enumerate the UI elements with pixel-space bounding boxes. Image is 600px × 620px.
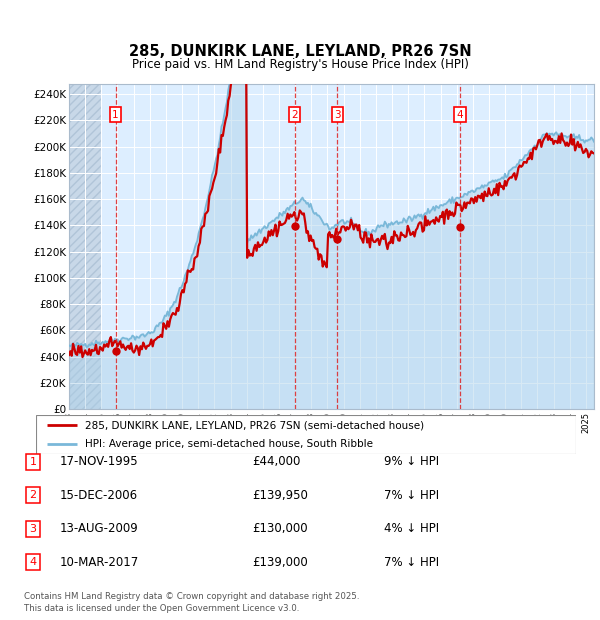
Text: 7% ↓ HPI: 7% ↓ HPI: [384, 556, 439, 569]
Text: 15-DEC-2006: 15-DEC-2006: [60, 489, 138, 502]
Text: 13-AUG-2009: 13-AUG-2009: [60, 523, 139, 535]
Text: 4: 4: [29, 557, 37, 567]
Text: £130,000: £130,000: [252, 523, 308, 535]
Text: 285, DUNKIRK LANE, LEYLAND, PR26 7SN (semi-detached house): 285, DUNKIRK LANE, LEYLAND, PR26 7SN (se…: [85, 420, 424, 430]
Text: HPI: Average price, semi-detached house, South Ribble: HPI: Average price, semi-detached house,…: [85, 439, 373, 449]
Text: 9% ↓ HPI: 9% ↓ HPI: [384, 456, 439, 468]
Text: 4% ↓ HPI: 4% ↓ HPI: [384, 523, 439, 535]
Text: 2: 2: [29, 490, 37, 500]
Text: 285, DUNKIRK LANE, LEYLAND, PR26 7SN: 285, DUNKIRK LANE, LEYLAND, PR26 7SN: [128, 44, 472, 59]
Text: Contains HM Land Registry data © Crown copyright and database right 2025.
This d: Contains HM Land Registry data © Crown c…: [24, 591, 359, 613]
Text: £44,000: £44,000: [252, 456, 301, 468]
Bar: [69, 84, 101, 409]
Text: 4: 4: [457, 110, 463, 120]
Text: 17-NOV-1995: 17-NOV-1995: [60, 456, 139, 468]
Text: 3: 3: [29, 524, 37, 534]
Text: £139,950: £139,950: [252, 489, 308, 502]
Text: Price paid vs. HM Land Registry's House Price Index (HPI): Price paid vs. HM Land Registry's House …: [131, 58, 469, 71]
Text: 2: 2: [291, 110, 298, 120]
Text: 3: 3: [334, 110, 341, 120]
Text: £139,000: £139,000: [252, 556, 308, 569]
Text: 1: 1: [112, 110, 119, 120]
FancyBboxPatch shape: [36, 415, 576, 454]
Text: 10-MAR-2017: 10-MAR-2017: [60, 556, 139, 569]
Text: 7% ↓ HPI: 7% ↓ HPI: [384, 489, 439, 502]
Text: 1: 1: [29, 457, 37, 467]
